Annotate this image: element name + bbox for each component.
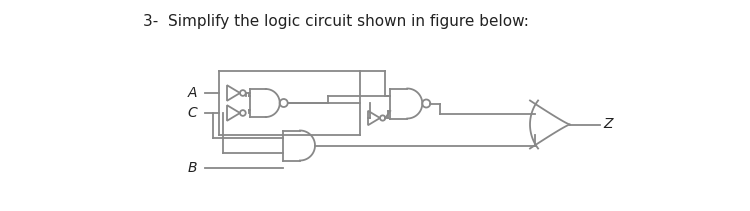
Text: 3-  Simplify the logic circuit shown in figure below:: 3- Simplify the logic circuit shown in f… — [143, 14, 529, 29]
Text: Z: Z — [604, 118, 613, 131]
Text: B: B — [188, 161, 197, 175]
Text: A: A — [188, 86, 197, 100]
Text: C: C — [188, 106, 197, 120]
